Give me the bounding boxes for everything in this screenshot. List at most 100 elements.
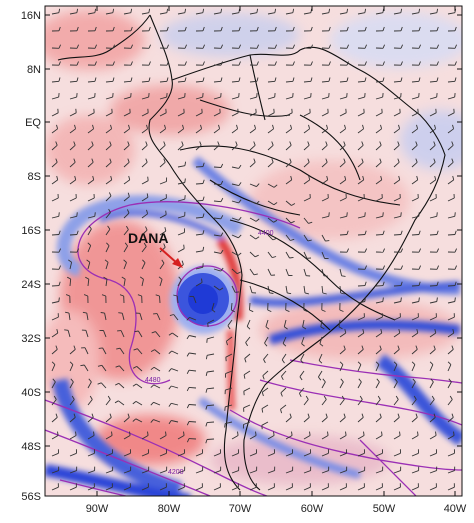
wind-barb-flag [265,326,270,330]
wind-barb [177,165,185,168]
wind-barb [123,96,131,100]
wind-barb-flag [76,248,80,253]
wind-barb-flag [202,179,205,184]
wind-barb [339,144,346,151]
wind-barb [264,336,269,344]
wind-barb-flag [397,413,400,418]
wind-barb [339,381,344,389]
wind-barb-flag [415,158,418,163]
wind-barb [141,246,147,253]
wind-barb [285,128,292,134]
wind-barb-flag [238,44,242,49]
wind-barb [123,196,130,202]
wind-barb [137,348,143,355]
wind-barb [429,417,436,423]
wind-barb-flag [89,395,93,400]
wind-barb [69,399,75,406]
wind-barb-flag [364,248,368,253]
wind-barb-flag [418,248,422,253]
wind-barb-flag [364,26,367,31]
wind-barb-flag [202,77,205,82]
wind-barb-flag [292,8,295,13]
wind-barb [213,251,221,254]
wind-barb [447,112,455,117]
wind-barb [429,96,437,100]
wind-barb-flag [256,26,259,31]
wind-barb-flag [110,175,113,181]
wind-barb-flag [361,413,364,418]
wind-barb [262,370,269,377]
wind-barb-flag [415,345,418,350]
wind-barb-flag [430,378,434,383]
wind-barb-flag [454,77,457,82]
wind-barb [69,96,77,100]
wind-barb-flag [58,281,61,286]
wind-barb [85,330,89,338]
wind-barb [123,417,130,423]
wind-barb [69,128,76,134]
wind-barb [429,144,436,151]
wind-barb [246,319,251,327]
wind-barb-flag [238,234,242,239]
wind-barb [285,161,292,168]
wind-barb-flag [307,158,310,163]
wind-barb [231,435,239,440]
wind-barb-flag [108,192,112,197]
wind-barb [339,179,346,185]
wind-barb-flag [434,175,437,181]
contour-label-4400: 4400 [258,230,274,237]
wind-barb [357,96,365,100]
wind-barb-flag [271,141,274,146]
wind-barb-flag [305,395,309,400]
wind-barb-flag [93,431,95,436]
wind-barb [118,400,125,406]
wind-barb [213,452,221,457]
wind-barb [67,330,71,338]
wind-barb [357,301,365,304]
contour-label-4200: 4200 [168,469,184,476]
wind-barb [159,435,167,440]
wind-barb [213,285,220,291]
wind-barb-flag [308,175,311,181]
wind-barb-flag [53,395,57,400]
wind-barb-flag [91,158,94,163]
wind-barb [447,332,455,338]
wind-barb [267,452,275,457]
wind-barb-flag [130,8,133,13]
wind-barb [411,435,419,440]
wind-barb [195,250,203,253]
wind-barb [411,349,418,355]
wind-barb [375,316,383,321]
wind-barb [447,197,455,202]
wind-barb-flag [202,8,205,13]
wind-barb-flag [454,26,457,31]
wind-barb [339,128,346,134]
wind-barb [141,470,149,474]
wind-barb-flag [418,281,421,286]
wind-barb [177,470,185,474]
wind-barb-flag [97,382,102,385]
wind-barb-flag [169,314,174,317]
wind-barb [375,197,383,202]
wind-barb-flag [339,361,344,365]
wind-barb-flag [238,216,242,221]
wind-barb [285,12,293,15]
wind-barb [159,197,167,202]
wind-barb-flag [364,212,366,217]
lon-label-80w: 80W [158,503,181,515]
wind-barb [231,144,238,151]
wind-barb [249,161,256,168]
wind-barb-flag [454,297,456,302]
wind-barb-flag [434,124,437,129]
wind-barb-flag [318,376,322,381]
wind-barb-flag [107,225,111,230]
wind-barb-flag [165,210,167,215]
wind-barb [195,112,203,117]
wind-barb-flag [292,77,295,82]
wind-barb [321,112,329,117]
wind-barb-flag [55,345,58,350]
wind-barb [285,285,288,293]
wind-barb [105,128,112,134]
wind-barb [105,12,113,15]
wind-barb-flag [205,371,208,377]
